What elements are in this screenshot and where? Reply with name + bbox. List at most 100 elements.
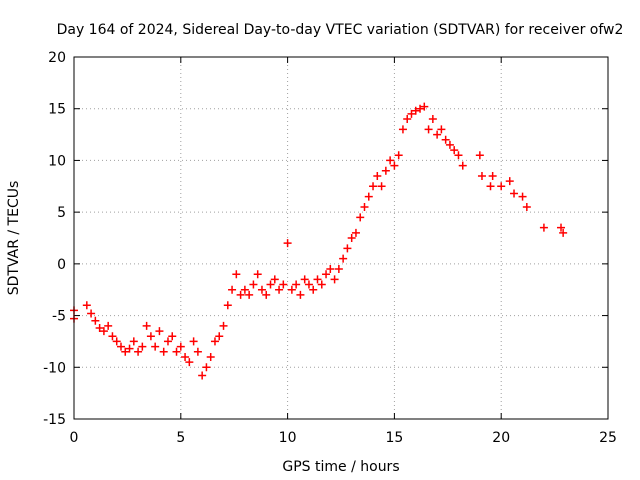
data-point bbox=[215, 332, 224, 341]
data-point bbox=[202, 363, 211, 372]
data-point bbox=[407, 109, 416, 118]
y-tick-label: -15 bbox=[43, 412, 66, 428]
grid-layer bbox=[74, 57, 608, 419]
data-point bbox=[129, 337, 138, 346]
axis-layer: 0 5 10 15 20 25 -15 -10 -5 0 5 10 15 20 bbox=[43, 50, 617, 446]
data-point bbox=[287, 285, 296, 294]
data-point bbox=[82, 301, 91, 310]
data-point bbox=[559, 228, 568, 237]
y-tick-label: 5 bbox=[57, 205, 66, 221]
data-point bbox=[424, 125, 433, 134]
data-point bbox=[108, 332, 117, 341]
data-point bbox=[219, 321, 228, 330]
y-tick-label: 10 bbox=[48, 153, 66, 169]
data-point bbox=[369, 182, 378, 191]
data-point bbox=[176, 342, 185, 351]
data-point bbox=[458, 161, 467, 170]
data-points bbox=[70, 102, 568, 380]
data-point bbox=[257, 285, 266, 294]
data-point bbox=[151, 342, 160, 351]
data-point bbox=[262, 290, 271, 299]
data-point bbox=[394, 151, 403, 160]
x-tick-label: 10 bbox=[279, 430, 297, 446]
y-tick-label: 0 bbox=[57, 257, 66, 273]
data-point bbox=[557, 223, 566, 232]
data-point bbox=[317, 280, 326, 289]
data-point bbox=[198, 371, 207, 380]
data-point bbox=[99, 327, 108, 336]
data-point bbox=[343, 244, 352, 253]
y-tick-label: -10 bbox=[43, 360, 66, 376]
data-point bbox=[437, 125, 446, 134]
x-tick-label: 15 bbox=[385, 430, 403, 446]
data-point bbox=[266, 280, 275, 289]
data-point bbox=[249, 280, 258, 289]
data-point bbox=[356, 213, 365, 222]
data-point bbox=[232, 270, 241, 279]
data-point bbox=[304, 280, 313, 289]
data-point bbox=[181, 352, 190, 361]
data-point bbox=[360, 202, 369, 211]
data-point bbox=[292, 280, 301, 289]
data-point bbox=[505, 177, 514, 186]
data-point bbox=[245, 290, 254, 299]
data-point bbox=[283, 239, 292, 248]
data-point bbox=[351, 228, 360, 237]
data-point bbox=[104, 321, 113, 330]
data-point bbox=[377, 182, 386, 191]
data-point bbox=[373, 171, 382, 180]
data-point bbox=[428, 115, 437, 124]
data-point bbox=[347, 234, 356, 242]
data-point bbox=[172, 347, 181, 356]
data-point bbox=[134, 347, 143, 356]
data-point bbox=[403, 115, 412, 124]
data-point bbox=[185, 358, 194, 367]
data-point bbox=[193, 347, 202, 356]
data-point bbox=[441, 135, 450, 144]
data-point bbox=[116, 342, 125, 351]
data-point bbox=[518, 192, 527, 201]
plot-frame bbox=[73, 56, 609, 420]
data-point bbox=[240, 285, 249, 294]
data-point bbox=[522, 202, 531, 211]
data-point bbox=[433, 130, 442, 139]
data-point bbox=[390, 161, 399, 170]
data-point bbox=[334, 265, 343, 274]
data-point bbox=[279, 280, 288, 289]
x-tick-label: 25 bbox=[599, 430, 617, 446]
data-point bbox=[497, 182, 506, 191]
data-point bbox=[138, 342, 147, 351]
data-point bbox=[313, 275, 322, 284]
chart-title: Day 164 of 2024, Sidereal Day-to-day VTE… bbox=[57, 22, 624, 38]
data-point bbox=[445, 140, 454, 149]
data-point bbox=[398, 125, 407, 134]
x-tick-label: 0 bbox=[70, 430, 79, 446]
data-point bbox=[510, 189, 519, 198]
data-point bbox=[91, 316, 100, 325]
data-point bbox=[210, 337, 219, 346]
data-point bbox=[223, 301, 232, 310]
data-point bbox=[275, 285, 284, 294]
data-point bbox=[228, 285, 237, 294]
data-point bbox=[386, 156, 395, 165]
data-point bbox=[486, 182, 495, 191]
data-point bbox=[309, 285, 318, 294]
data-point bbox=[326, 265, 335, 274]
data-point bbox=[159, 347, 168, 356]
data-point bbox=[168, 332, 177, 341]
data-point bbox=[125, 344, 134, 353]
data-point bbox=[300, 275, 309, 284]
data-point bbox=[450, 146, 459, 155]
data-point bbox=[189, 337, 198, 346]
data-point bbox=[322, 270, 331, 279]
data-point bbox=[270, 275, 279, 284]
x-axis-title: GPS time / hours bbox=[282, 459, 399, 475]
data-point bbox=[330, 275, 339, 284]
y-axis-title: SDTVAR / TECUs bbox=[6, 181, 22, 296]
data-point bbox=[112, 337, 121, 346]
data-point bbox=[539, 223, 548, 232]
data-point bbox=[236, 290, 245, 299]
data-point bbox=[339, 254, 348, 263]
